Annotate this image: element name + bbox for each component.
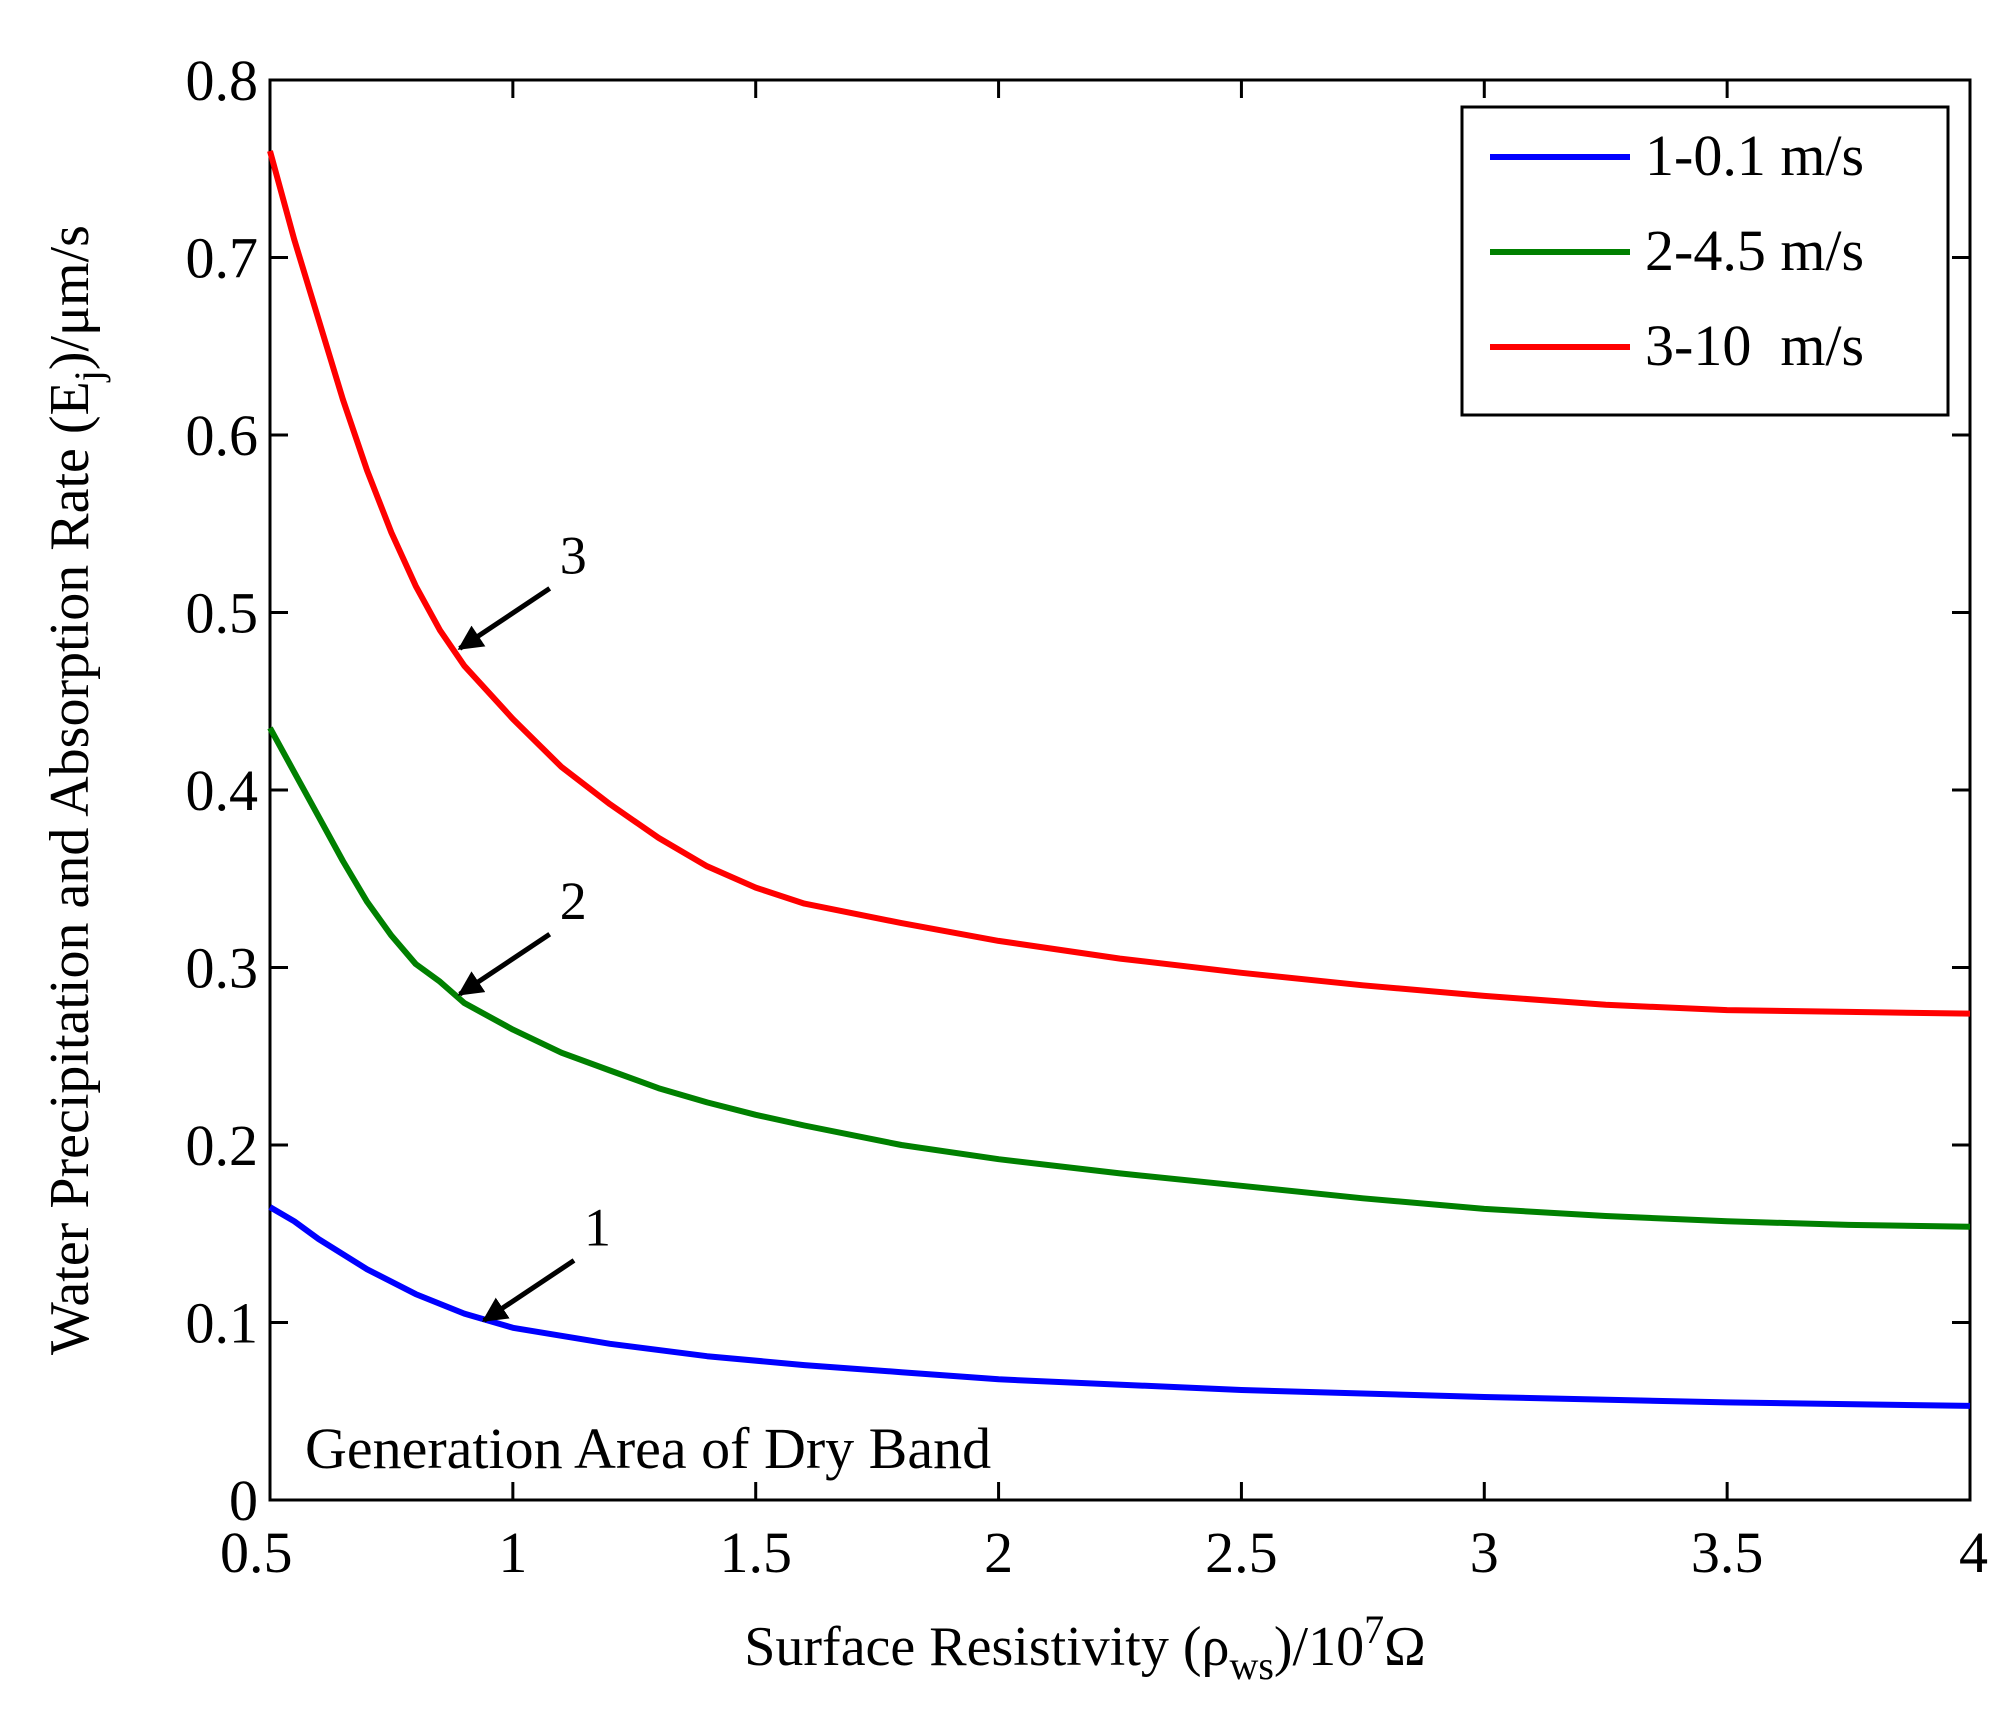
y-tick-label: 0.5	[186, 581, 259, 646]
y-tick-label: 0.6	[186, 403, 259, 468]
x-tick-label: 1.5	[719, 1520, 792, 1585]
dry-band-annotation: Generation Area of Dry Band	[305, 1416, 991, 1481]
legend-label-2: 2-4.5 m/s	[1645, 218, 1864, 283]
y-ticks: 0 0.1 0.2 0.3 0.4 0.5 0.6 0.7 0.8	[186, 48, 1970, 1533]
x-tick-label: 3.5	[1691, 1520, 1764, 1585]
y-tick-label: 0.1	[186, 1291, 259, 1356]
curve-markers: 1 2 3	[457, 525, 611, 1323]
curve-number-1: 1	[584, 1197, 611, 1257]
curve-number-2: 2	[560, 871, 587, 931]
x-tick-label: 2.5	[1205, 1520, 1278, 1585]
curve-arrow-2	[457, 932, 552, 997]
curve-arrow-3	[457, 586, 552, 651]
y-tick-label: 0.3	[186, 936, 259, 1001]
x-axis-label: Surface Resistivity (ρws)/107Ω	[744, 1607, 1425, 1688]
y-tick-label: 0	[229, 1468, 258, 1533]
legend-label-1: 1-0.1 m/s	[1645, 123, 1864, 188]
legend-label-3: 3-10 m/s	[1645, 313, 1864, 378]
y-tick-label: 0.4	[186, 758, 259, 823]
series-layer	[267, 150, 1971, 1409]
curve-arrow-1	[481, 1258, 576, 1323]
x-tick-label: 4	[1959, 1520, 1988, 1585]
legend: 1-0.1 m/s 2-4.5 m/s 3-10 m/s	[1460, 105, 1950, 417]
series-line-1	[268, 1204, 1971, 1409]
x-tick-label: 1	[498, 1520, 527, 1585]
x-tick-label: 3	[1470, 1520, 1499, 1585]
series-line-2	[267, 726, 1971, 1230]
y-tick-label: 0.2	[186, 1113, 259, 1178]
series-line-3	[267, 150, 1971, 1017]
y-tick-label: 0.7	[186, 226, 259, 291]
x-ticks: 0.5 1 1.5 2 2.5 3 3.5 4	[220, 80, 1988, 1585]
x-tick-label: 2	[984, 1520, 1013, 1585]
curve-number-3: 3	[560, 525, 587, 585]
x-tick-label: 0.5	[220, 1520, 293, 1585]
y-axis-label: Water Precipitation and Absorption Rate …	[39, 225, 111, 1355]
y-tick-label: 0.8	[186, 48, 259, 113]
